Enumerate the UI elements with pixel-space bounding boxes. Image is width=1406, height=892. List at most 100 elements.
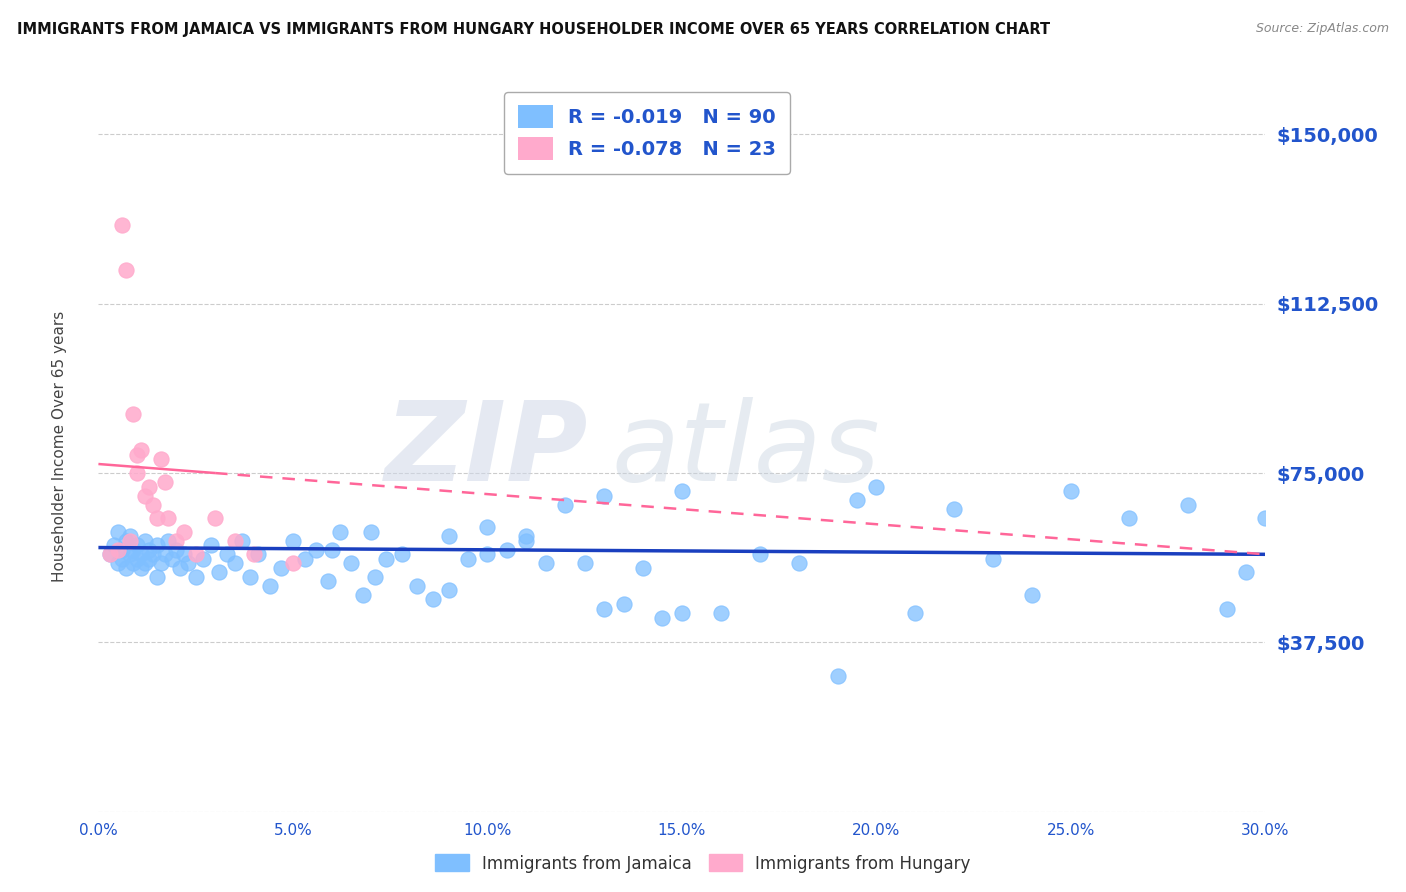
- Point: [129, 547, 152, 561]
- Point: [281, 557, 304, 571]
- Point: [904, 606, 927, 620]
- Point: [270, 561, 292, 575]
- Point: [165, 542, 187, 557]
- Point: [118, 547, 141, 561]
- Text: ZIP: ZIP: [385, 397, 589, 504]
- Point: [153, 547, 176, 561]
- Point: [231, 533, 253, 548]
- Point: [422, 592, 444, 607]
- Point: [631, 561, 654, 575]
- Point: [157, 533, 180, 548]
- Point: [107, 524, 129, 539]
- Point: [103, 538, 125, 552]
- Point: [360, 524, 382, 539]
- Point: [943, 502, 966, 516]
- Point: [127, 448, 149, 462]
- Point: [122, 542, 145, 557]
- Point: [129, 561, 152, 575]
- Point: [363, 570, 385, 584]
- Point: [173, 524, 195, 539]
- Point: [107, 557, 129, 571]
- Point: [305, 542, 328, 557]
- Point: [1060, 484, 1083, 499]
- Point: [1177, 498, 1199, 512]
- Point: [162, 551, 184, 566]
- Point: [1234, 566, 1257, 580]
- Point: [153, 475, 176, 489]
- Point: [391, 547, 413, 561]
- Point: [437, 583, 460, 598]
- Point: [329, 524, 352, 539]
- Point: [142, 547, 165, 561]
- Point: [111, 542, 134, 557]
- Point: [515, 529, 537, 543]
- Point: [111, 218, 134, 232]
- Point: [127, 538, 149, 552]
- Text: IMMIGRANTS FROM JAMAICA VS IMMIGRANTS FROM HUNGARY HOUSEHOLDER INCOME OVER 65 YE: IMMIGRANTS FROM JAMAICA VS IMMIGRANTS FR…: [17, 22, 1050, 37]
- Point: [515, 533, 537, 548]
- Point: [1021, 588, 1043, 602]
- Point: [1254, 511, 1277, 525]
- Point: [184, 547, 207, 561]
- Point: [122, 407, 145, 421]
- Point: [865, 480, 887, 494]
- Point: [193, 551, 215, 566]
- Point: [149, 557, 172, 571]
- Point: [138, 480, 160, 494]
- Text: Householder Income Over 65 years: Householder Income Over 65 years: [52, 310, 66, 582]
- Point: [710, 606, 733, 620]
- Point: [129, 443, 152, 458]
- Point: [107, 542, 129, 557]
- Point: [406, 579, 429, 593]
- Text: Source: ZipAtlas.com: Source: ZipAtlas.com: [1256, 22, 1389, 36]
- Point: [157, 511, 180, 525]
- Point: [1118, 511, 1140, 525]
- Point: [437, 529, 460, 543]
- Point: [142, 498, 165, 512]
- Point: [127, 551, 149, 566]
- Point: [122, 557, 145, 571]
- Point: [845, 493, 868, 508]
- Point: [114, 533, 136, 548]
- Point: [787, 557, 810, 571]
- Point: [477, 547, 499, 561]
- Point: [146, 538, 169, 552]
- Point: [138, 551, 160, 566]
- Point: [671, 484, 693, 499]
- Point: [215, 547, 238, 561]
- Point: [134, 489, 156, 503]
- Point: [281, 533, 304, 548]
- Point: [246, 547, 269, 561]
- Point: [208, 566, 231, 580]
- Point: [321, 542, 343, 557]
- Point: [748, 547, 770, 561]
- Point: [118, 529, 141, 543]
- Point: [981, 551, 1004, 566]
- Point: [98, 547, 121, 561]
- Point: [477, 520, 499, 534]
- Legend: R = -0.019   N = 90, R = -0.078   N = 23: R = -0.019 N = 90, R = -0.078 N = 23: [505, 92, 790, 174]
- Point: [134, 557, 156, 571]
- Point: [1215, 601, 1237, 615]
- Point: [534, 557, 557, 571]
- Point: [165, 533, 187, 548]
- Point: [593, 601, 616, 615]
- Point: [111, 551, 134, 566]
- Point: [457, 551, 479, 566]
- Point: [224, 533, 246, 548]
- Point: [200, 538, 222, 552]
- Text: atlas: atlas: [612, 397, 880, 504]
- Point: [827, 669, 849, 683]
- Point: [173, 547, 195, 561]
- Point: [574, 557, 596, 571]
- Legend: Immigrants from Jamaica, Immigrants from Hungary: Immigrants from Jamaica, Immigrants from…: [429, 847, 977, 880]
- Point: [243, 547, 266, 561]
- Point: [134, 533, 156, 548]
- Point: [340, 557, 363, 571]
- Point: [146, 570, 169, 584]
- Point: [294, 551, 316, 566]
- Point: [496, 542, 519, 557]
- Point: [184, 570, 207, 584]
- Point: [651, 610, 673, 624]
- Point: [224, 557, 246, 571]
